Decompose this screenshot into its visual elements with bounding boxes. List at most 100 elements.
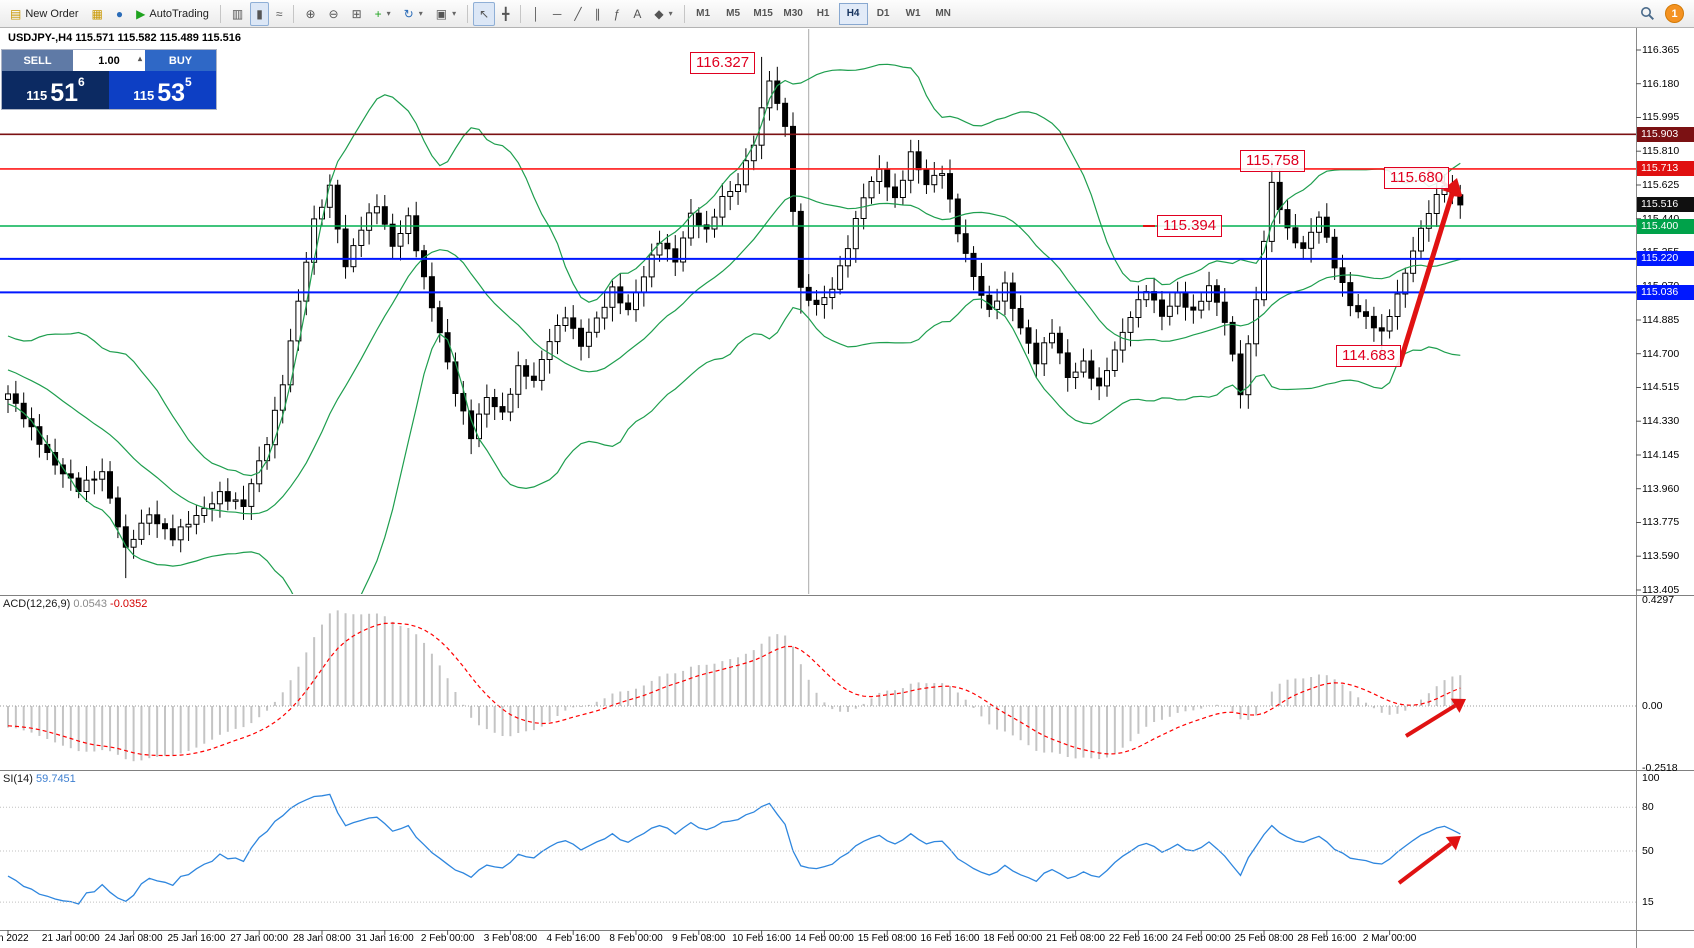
zoom-out-icon: ⊖ <box>328 6 339 21</box>
tile-windows-icon[interactable]: ⊞ <box>346 2 368 26</box>
price-badge: 115.400 <box>1637 218 1694 234</box>
volume-value: 1.00 <box>98 54 120 67</box>
buy-price[interactable]: 115 53 5 <box>109 71 216 109</box>
timeframe-w1[interactable]: W1 <box>905 7 921 19</box>
equidistant-channel-icon: ∥ <box>594 6 601 21</box>
zoom-in-icon: ⊕ <box>305 6 316 21</box>
price-axis-label: 114.700 <box>1642 347 1680 360</box>
bar-chart-icon[interactable]: ▥ <box>226 2 249 26</box>
time-axis-label: 4 Feb 16:00 <box>546 933 600 944</box>
notification-badge[interactable]: 1 <box>1665 4 1684 23</box>
time-axis-label: 18 Feb 00:00 <box>983 933 1043 944</box>
text-icon: A <box>633 6 642 21</box>
price-axis-label: 115.995 <box>1642 111 1680 124</box>
time-axis-label: 28 Jan 08:00 <box>293 933 351 944</box>
chart-title: USDJPY-,H4 115.571 115.582 115.489 115.5… <box>8 32 242 44</box>
toolbar-separator <box>520 4 522 23</box>
timeframe-h1[interactable]: H1 <box>816 7 830 19</box>
fibonacci-icon[interactable]: ƒ <box>608 2 627 26</box>
time-axis-label: Jan 2022 <box>0 933 29 944</box>
rsi-axis-label: 15 <box>1642 896 1654 909</box>
volume-spinner-icon[interactable]: ▴ <box>137 54 142 63</box>
equidistant-channel-icon[interactable]: ∥ <box>589 2 607 26</box>
price-badge: 115.903 <box>1637 126 1694 142</box>
chart-area[interactable]: USDJPY-,H4 115.571 115.582 115.489 115.5… <box>0 28 1694 948</box>
sell-price[interactable]: 115 51 6 <box>2 71 109 109</box>
one-click-trading-panel: SELL 1.00 ▴ BUY 115 51 6 115 53 5 <box>2 50 216 109</box>
price-annotation[interactable]: 115.758 <box>1240 150 1306 172</box>
indicators-icon[interactable]: + ▾ <box>369 2 397 26</box>
toolbar-separator <box>219 4 221 23</box>
vertical-line-icon[interactable]: │ <box>526 2 546 26</box>
volume-input[interactable]: 1.00 ▴ <box>73 50 145 71</box>
price-badge: 115.516 <box>1637 197 1694 213</box>
time-axis-label: 3 Feb 08:00 <box>483 933 538 944</box>
timeframe-m30[interactable]: M30 <box>783 7 803 19</box>
price-badge: 115.713 <box>1637 161 1694 177</box>
price-annotation[interactable]: 116.327 <box>690 52 756 74</box>
price-axis[interactable] <box>1636 28 1694 948</box>
timeframe-m1[interactable]: M1 <box>696 7 711 19</box>
new-order-icon: ▤ <box>10 6 22 21</box>
timeframe-h4[interactable]: H4 <box>838 2 868 25</box>
candlestick-chart-icon[interactable]: ▮ <box>250 1 269 26</box>
profiles-icon[interactable]: ● <box>110 2 129 26</box>
timeframe-group: M1 M5 M15 M30 H1 H4 D1 W1 MN <box>689 2 958 25</box>
time-axis-label: 24 Feb 00:00 <box>1171 933 1231 944</box>
new-chart-icon[interactable]: ▦ <box>86 2 109 26</box>
timeframe-m5[interactable]: M5 <box>726 7 741 19</box>
toolbar: ▤ New Order ▦ ● ▶ AutoTrading ▥ ▮ ≈ ⊕ ⊖ ⊞ + ▾ ↻ ▾ ▣ ▾ ↖ ╋ │ ─… <box>0 0 1694 28</box>
cursor-icon[interactable]: ↖ <box>473 1 496 26</box>
macd-axis-label: 0.4297 <box>1642 593 1675 606</box>
indicators-icon: + <box>374 6 382 21</box>
price-axis-label: 114.330 <box>1642 415 1680 428</box>
macd-axis-label: 0.00 <box>1642 700 1663 712</box>
tile-windows-icon: ⊞ <box>351 6 362 21</box>
zoom-in-icon[interactable]: ⊕ <box>299 2 321 26</box>
time-axis-label: 31 Jan 16:00 <box>355 933 414 944</box>
time-axis-label: 25 Feb 08:00 <box>1234 933 1294 944</box>
templates-icon[interactable]: ▣ ▾ <box>430 2 462 26</box>
time-axis-label: 28 Feb 16:00 <box>1297 933 1357 944</box>
sell-button[interactable]: SELL <box>2 50 73 71</box>
new-order-button[interactable]: ▤ New Order <box>4 2 85 26</box>
time-axis-label: 25 Jan 16:00 <box>167 933 226 944</box>
rsi-indicator-label: SI(14) 59.7451 <box>3 773 76 785</box>
search-icon <box>1641 7 1655 21</box>
buy-button[interactable]: BUY <box>145 50 216 71</box>
profiles-icon: ● <box>115 6 124 21</box>
price-annotation[interactable]: 115.680 <box>1384 167 1450 189</box>
navigator-icon[interactable]: ↻ ▾ <box>398 2 429 26</box>
crosshair-icon: ╋ <box>502 6 510 21</box>
trendline-icon[interactable]: ╱ <box>568 2 587 26</box>
line-chart-icon: ≈ <box>275 6 283 21</box>
autotrading-icon: ▶ <box>136 6 146 21</box>
toolbar-separator <box>467 4 469 23</box>
search-button[interactable] <box>1634 2 1661 26</box>
arrows-icon[interactable]: ◆ ▾ <box>648 2 678 26</box>
price-axis-label: 113.405 <box>1642 583 1680 596</box>
text-icon[interactable]: A <box>627 2 647 26</box>
price-annotation[interactable]: 115.394 <box>1157 215 1223 237</box>
arrows-icon: ◆ <box>654 6 664 21</box>
time-axis-label: 22 Feb 16:00 <box>1108 933 1168 944</box>
crosshair-icon[interactable]: ╋ <box>496 2 515 26</box>
new-order-button-label: New Order <box>25 7 79 20</box>
time-axis-label: 14 Feb 00:00 <box>794 933 854 944</box>
autotrading-button-label: AutoTrading <box>149 7 209 20</box>
zoom-out-icon[interactable]: ⊖ <box>323 2 345 26</box>
timeframe-m15[interactable]: M15 <box>753 7 773 19</box>
timeframe-mn[interactable]: MN <box>935 7 951 19</box>
rsi-axis-label: 80 <box>1642 801 1654 814</box>
cursor-icon: ↖ <box>479 6 490 21</box>
line-chart-icon[interactable]: ≈ <box>270 2 289 26</box>
vertical-line-icon: │ <box>532 6 540 21</box>
horizontal-line-icon[interactable]: ─ <box>547 2 568 26</box>
time-axis-label: 2 Feb 00:00 <box>420 933 475 944</box>
chevron-down-icon: ▾ <box>452 9 457 18</box>
price-annotation[interactable]: 114.683 <box>1336 345 1402 367</box>
timeframe-d1[interactable]: D1 <box>876 7 890 19</box>
price-axis-label: 114.885 <box>1642 313 1680 326</box>
autotrading-button[interactable]: ▶ AutoTrading <box>130 2 215 26</box>
